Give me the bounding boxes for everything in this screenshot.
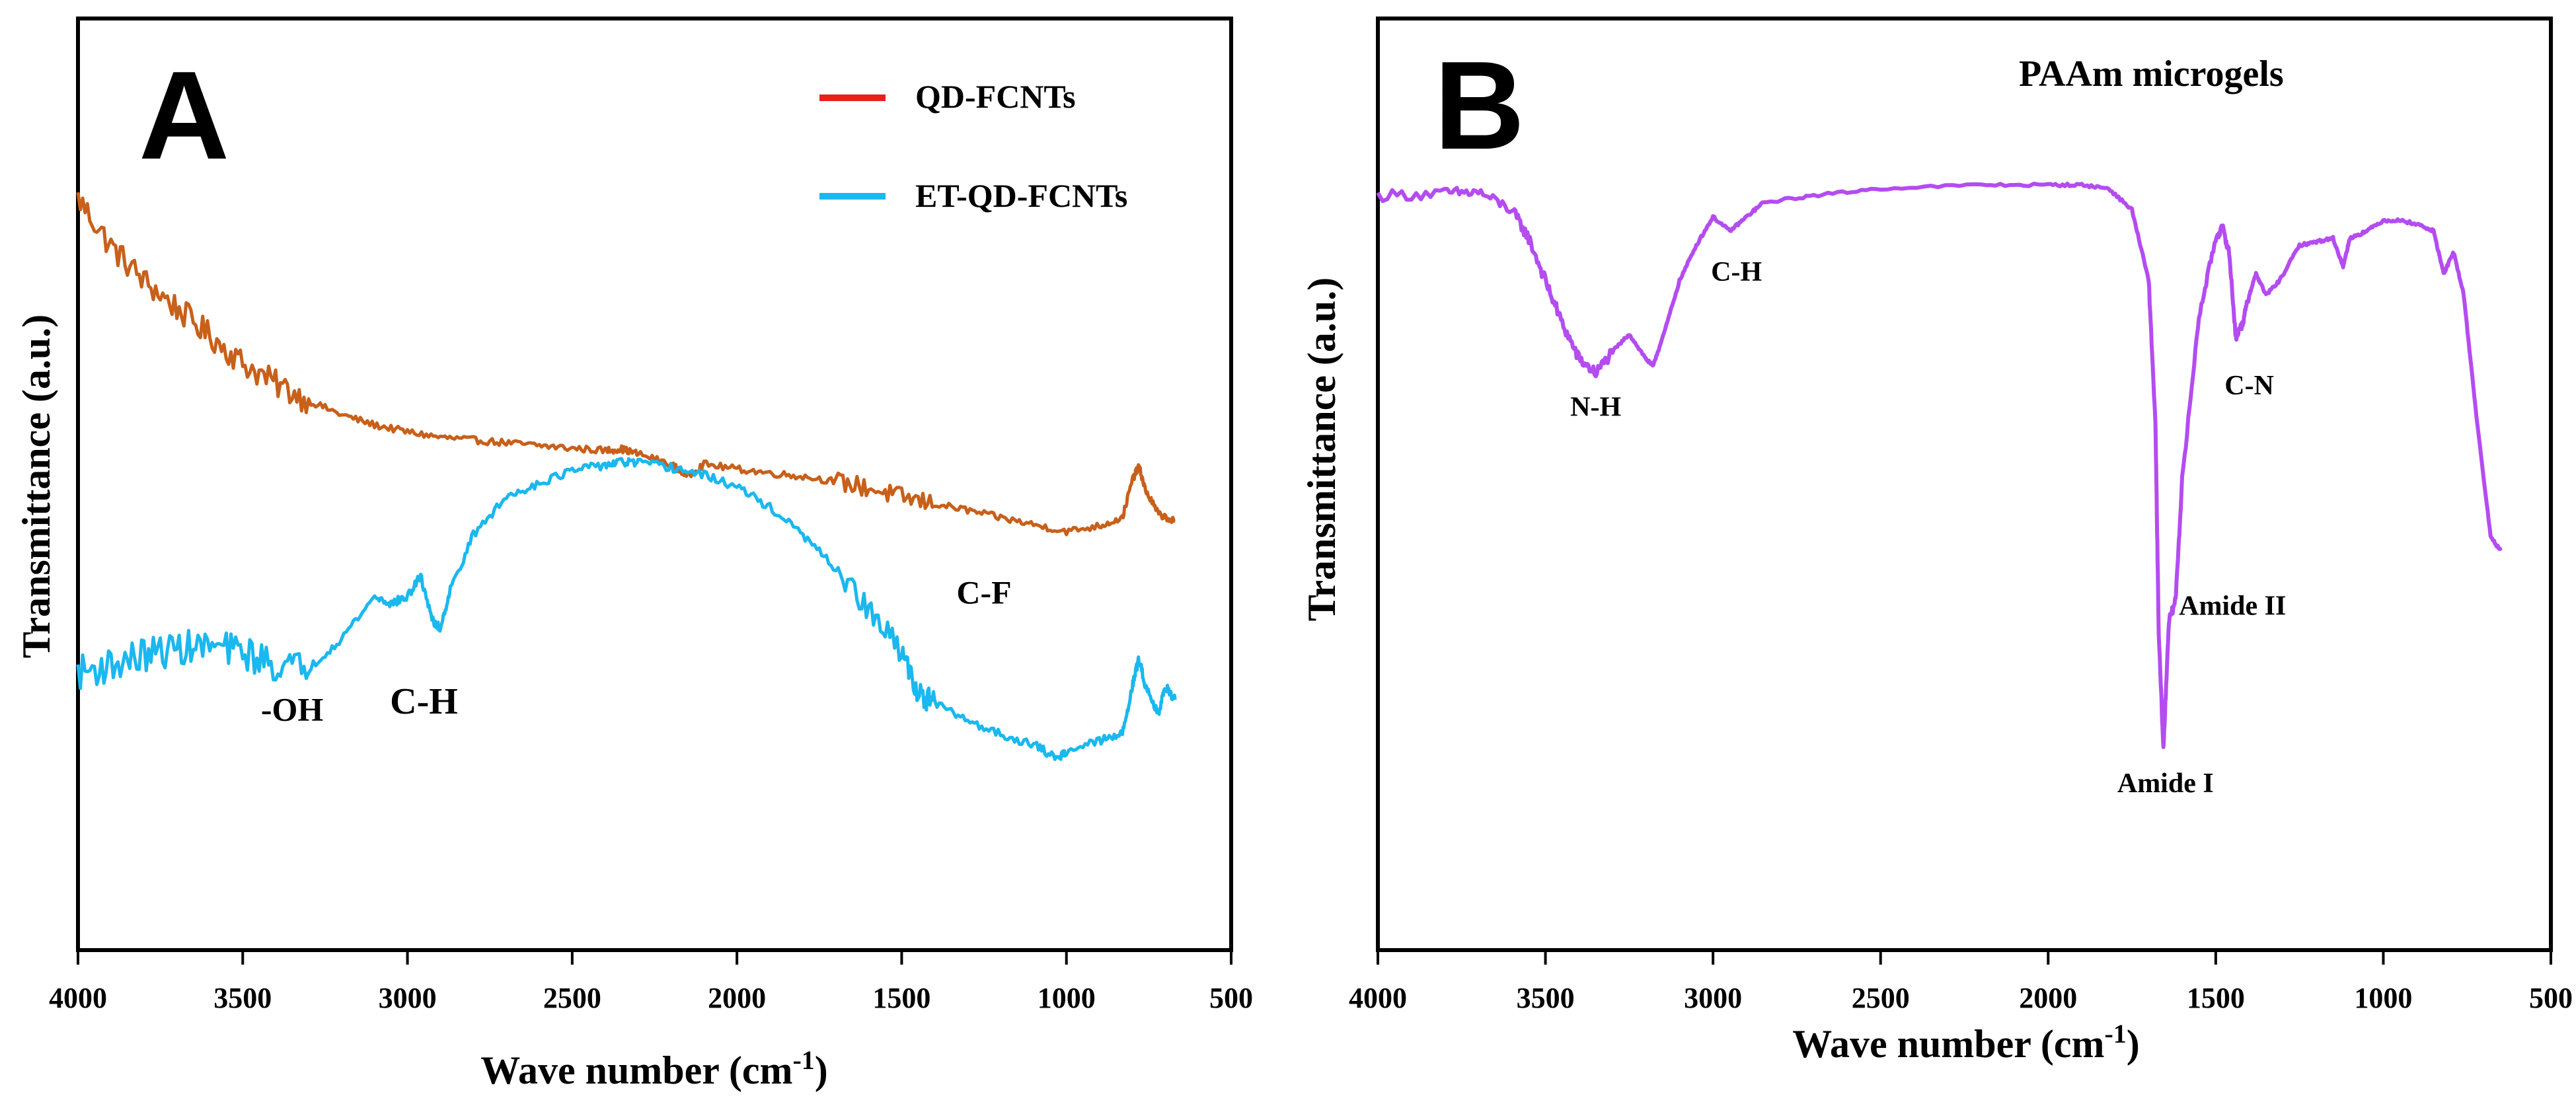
legend-label-et-qd-fcnts: ET-QD-FCNTs <box>915 177 1127 214</box>
x-axis-label-a-sup: -1 <box>792 1045 814 1075</box>
series-group-a <box>76 192 1177 761</box>
x-tick-label: 2500 <box>1852 982 1910 1014</box>
x-tick-label: 500 <box>1209 982 1253 1014</box>
x-tick-label: 4000 <box>1349 982 1407 1014</box>
x-tick-label: 3000 <box>379 982 437 1014</box>
annotation-amide-ii: Amide II <box>2179 591 2286 621</box>
x-tick-label: 3500 <box>213 982 272 1014</box>
x-tick-label: 1500 <box>2187 982 2245 1014</box>
annotation-amide-i: Amide I <box>2117 768 2214 799</box>
series-group-b <box>1376 181 2503 749</box>
x-tick-label: 4000 <box>49 982 107 1014</box>
x-axis-label-b-base: Wave number (cm <box>1792 1022 2104 1066</box>
y-axis-label-b: Transmittance (a.u.) <box>1300 277 1344 622</box>
x-axis-label-b-sup: -1 <box>2104 1019 2126 1049</box>
x-axis-label-b-close: ) <box>2127 1022 2140 1066</box>
x-ticks-a: 4000 3500 3000 2500 2000 1500 1000 500 <box>49 950 1253 1014</box>
annotation-c-f: C-F <box>956 574 1011 611</box>
series-line-qd-fcnts <box>76 192 1176 536</box>
panel-a: A 4000 3500 3000 2500 2000 1500 1000 500 -OH C-H… <box>15 17 1253 1092</box>
annotation-c-h: C-H <box>1711 257 1762 287</box>
x-tick-label: 2000 <box>708 982 766 1014</box>
x-axis-label-a-base: Wave number (cm <box>480 1049 792 1092</box>
x-axis-label-b: Wave number (cm-1) <box>1792 1019 2140 1066</box>
legend-a: QD-FCNTs ET-QD-FCNTs <box>819 78 1127 214</box>
annotation-oh: -OH <box>261 690 324 727</box>
x-axis-label-a-close: ) <box>815 1049 828 1092</box>
x-tick-label: 1500 <box>872 982 930 1014</box>
x-tick-label: 2500 <box>543 982 601 1014</box>
plot-frame-b <box>1376 17 2553 952</box>
x-tick-label: 3500 <box>1517 982 1575 1014</box>
x-tick-label: 500 <box>2529 982 2573 1014</box>
series-line-et-qd-fcnts <box>76 457 1177 761</box>
series-line-paam-microgels <box>1376 181 2503 749</box>
x-tick-label: 1000 <box>1038 982 1096 1014</box>
chart-title-b: PAAm microgels <box>2019 54 2284 94</box>
panel-label-b: B <box>1434 36 1525 176</box>
annotation-n-h: N-H <box>1570 392 1621 422</box>
annotation-c-h: C-H <box>390 681 458 722</box>
panel-b: B PAAm microgels 4000 3500 3000 2500 2000 150… <box>1300 17 2573 1066</box>
x-axis-label-a: Wave number (cm-1) <box>480 1045 828 1092</box>
x-tick-label: 3000 <box>1684 982 1742 1014</box>
annotation-c-n: C-N <box>2224 371 2274 401</box>
y-axis-label-a: Transmittance (a.u.) <box>15 314 58 659</box>
x-tick-label: 2000 <box>2019 982 2077 1014</box>
x-ticks-b: 4000 3500 3000 2500 2000 1500 1000 500 <box>1349 950 2573 1014</box>
plot-frame-a <box>76 17 1233 952</box>
legend-label-qd-fcnts: QD-FCNTs <box>915 78 1076 115</box>
annotations-a: -OH C-H C-F <box>261 574 1012 728</box>
annotations-b: N-H C-H C-N Amide II Amide I <box>1570 257 2286 799</box>
panel-label-a: A <box>139 46 229 186</box>
x-tick-label: 1000 <box>2354 982 2412 1014</box>
